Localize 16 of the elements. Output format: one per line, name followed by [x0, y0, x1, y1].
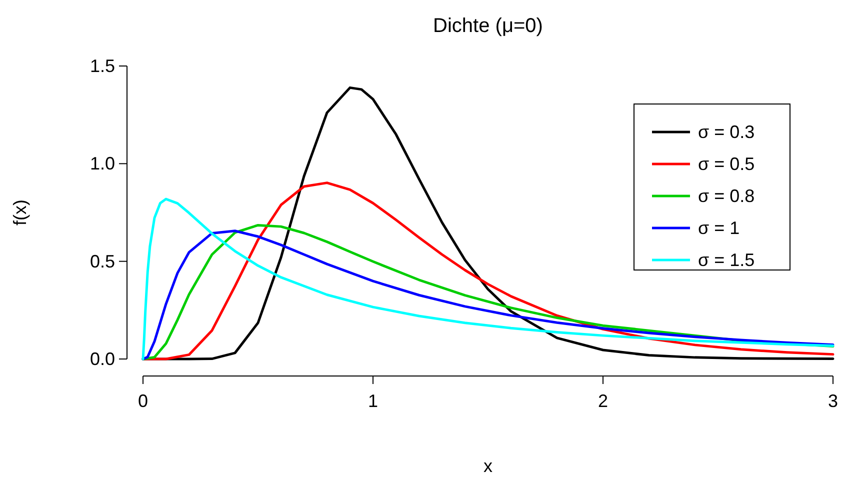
x-axis-title: x — [484, 456, 492, 476]
legend-label: σ = 1.5 — [698, 250, 755, 270]
legend-label: σ = 0.5 — [698, 154, 755, 174]
y-tick-label: 0.5 — [90, 251, 115, 272]
legend-label: σ = 1 — [698, 218, 740, 238]
x-tick-label: 0 — [138, 391, 148, 411]
x-tick-label: 1 — [368, 391, 378, 411]
legend-label: σ = 0.8 — [698, 186, 755, 206]
legend-label: σ = 0.3 — [698, 122, 755, 142]
y-tick-label: 0.0 — [90, 349, 115, 369]
y-axis-title: f(x) — [10, 200, 30, 226]
y-tick-label: 1.5 — [90, 56, 115, 76]
x-tick-label: 2 — [598, 391, 608, 411]
y-tick-label: 1.0 — [90, 154, 115, 174]
chart-title: Dichte (μ=0) — [433, 15, 543, 37]
x-tick-label: 3 — [828, 391, 838, 411]
